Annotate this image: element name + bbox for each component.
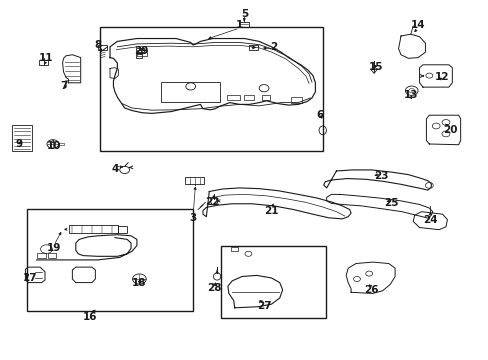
Text: 21: 21 bbox=[264, 206, 278, 216]
Bar bbox=[230, 247, 237, 251]
Bar bbox=[100, 27, 322, 151]
Text: 22: 22 bbox=[205, 197, 220, 207]
Text: 12: 12 bbox=[434, 72, 449, 82]
Bar bbox=[244, 95, 254, 100]
Bar bbox=[161, 82, 220, 102]
Text: 2: 2 bbox=[270, 42, 277, 52]
Bar bbox=[27, 209, 193, 311]
Text: 18: 18 bbox=[132, 278, 146, 288]
Text: 27: 27 bbox=[256, 301, 271, 311]
Text: 16: 16 bbox=[83, 312, 98, 322]
Bar bbox=[238, 22, 249, 27]
Text: 20: 20 bbox=[442, 125, 456, 135]
Text: 26: 26 bbox=[364, 285, 378, 295]
Bar bbox=[12, 125, 32, 151]
Text: 5: 5 bbox=[241, 9, 247, 19]
Bar bbox=[69, 225, 118, 233]
Bar bbox=[184, 177, 204, 184]
Bar bbox=[58, 143, 63, 145]
Text: 11: 11 bbox=[39, 53, 54, 63]
Text: 28: 28 bbox=[206, 283, 221, 293]
Text: 15: 15 bbox=[368, 62, 383, 72]
Bar bbox=[261, 95, 270, 100]
Bar bbox=[136, 48, 143, 52]
Text: 17: 17 bbox=[23, 273, 38, 283]
Bar bbox=[118, 226, 127, 233]
Text: 29: 29 bbox=[134, 46, 149, 56]
Text: 8: 8 bbox=[94, 40, 101, 50]
Text: 23: 23 bbox=[373, 171, 388, 181]
Bar bbox=[227, 95, 239, 100]
Text: 6: 6 bbox=[316, 110, 323, 120]
Bar bbox=[249, 45, 258, 50]
Text: 7: 7 bbox=[60, 81, 67, 91]
Bar bbox=[48, 253, 56, 258]
Bar bbox=[137, 50, 146, 56]
Bar bbox=[221, 246, 325, 318]
Bar bbox=[39, 60, 48, 65]
Text: 19: 19 bbox=[46, 243, 61, 253]
Bar bbox=[37, 253, 46, 258]
Text: 25: 25 bbox=[383, 198, 398, 208]
Text: 24: 24 bbox=[422, 215, 437, 225]
Text: 14: 14 bbox=[410, 20, 425, 30]
Text: 4: 4 bbox=[111, 164, 119, 174]
Bar bbox=[290, 97, 301, 103]
Text: 10: 10 bbox=[46, 141, 61, 151]
Bar bbox=[98, 45, 106, 50]
Bar bbox=[136, 54, 142, 58]
Text: 13: 13 bbox=[403, 90, 417, 100]
Text: 9: 9 bbox=[15, 139, 22, 149]
Text: 3: 3 bbox=[189, 213, 196, 223]
Text: 1: 1 bbox=[236, 20, 243, 30]
